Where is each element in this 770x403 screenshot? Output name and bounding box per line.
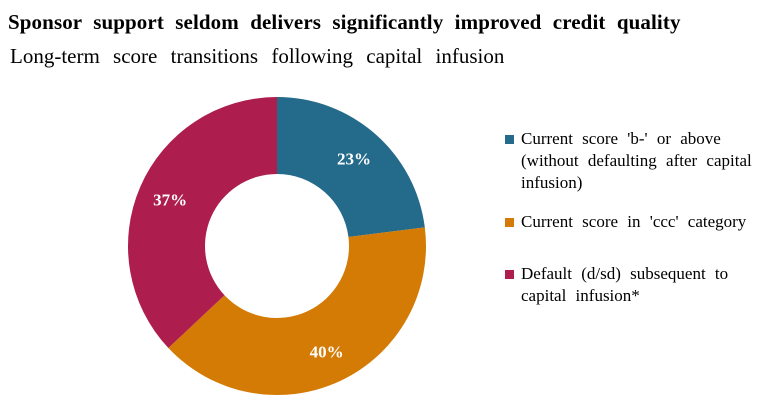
data-label: 23% (337, 150, 371, 169)
slice-b-minus-or-above (277, 97, 425, 237)
legend-label: Default (d/sd) subsequent to capital inf… (521, 264, 729, 305)
legend-swatch (505, 270, 514, 279)
legend-swatch (505, 135, 514, 144)
legend-item-ccc-category: Current score in 'ccc' category (505, 211, 767, 233)
data-label: 40% (310, 342, 344, 361)
legend: Current score 'b-' or above (without def… (505, 128, 767, 324)
slice-ccc-category (168, 227, 426, 396)
legend-label: Current score 'b-' or above (without def… (521, 129, 752, 192)
legend-swatch (505, 218, 514, 227)
data-label: 37% (153, 191, 187, 210)
legend-item-default: Default (d/sd) subsequent to capital inf… (505, 263, 767, 307)
legend-label: Current score in 'ccc' category (521, 212, 747, 231)
chart-title: Sponsor support seldom delivers signific… (8, 10, 681, 34)
slice-default (127, 97, 277, 348)
legend-item-b-minus-or-above: Current score 'b-' or above (without def… (505, 128, 767, 194)
chart-subtitle: Long-term score transitions following ca… (10, 44, 505, 68)
